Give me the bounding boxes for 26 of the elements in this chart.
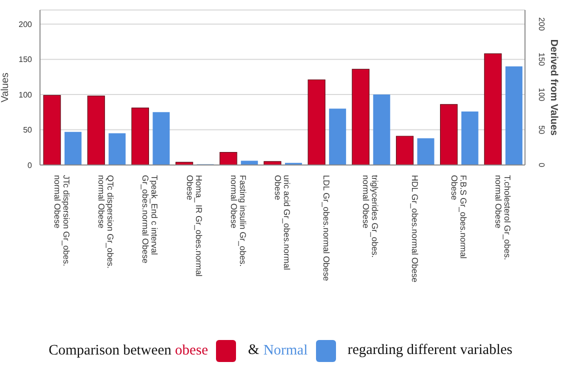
x-tick-label: Homa_ IR Gr_obes.normal Obese bbox=[184, 175, 204, 277]
x-tick-label: F.B.S Gr_obes.normal Obese bbox=[449, 175, 468, 259]
x-tick-label: LDL Gr_obes.normal Obese bbox=[322, 175, 332, 282]
y-tick-label: 0 bbox=[28, 160, 33, 170]
x-tick-label: Fasting insulin Gr_obes. normal Obese bbox=[228, 175, 248, 267]
y2-tick-label: 200 bbox=[537, 17, 546, 32]
y2-tick-label: 150 bbox=[537, 52, 546, 67]
legend-title: Comparison between bbox=[48, 342, 172, 358]
x-tick-label: uric acid Gr_obes.normal Obese bbox=[273, 175, 292, 270]
legend-label: Normal bbox=[263, 342, 308, 358]
y-tick-label: 200 bbox=[18, 20, 33, 29]
y2-tick-label: 50 bbox=[537, 125, 546, 135]
text: regarding different variables bbox=[348, 342, 512, 358]
y2-tick-label: 0 bbox=[537, 162, 546, 168]
x-tick-label: triglycerides Gr_obes. normal Obese bbox=[361, 175, 380, 258]
y-axis-title: Values bbox=[0, 72, 11, 102]
y-tick-label: 150 bbox=[18, 55, 33, 64]
y2-axis-title: Derived from Values bbox=[548, 39, 559, 136]
y-tick-label: 50 bbox=[23, 126, 33, 135]
x-tick-label: T.cholesterol Gr_obes. normal Obese bbox=[493, 175, 512, 260]
legend-label: obese bbox=[175, 342, 208, 358]
text: & bbox=[248, 342, 260, 358]
y-tick-label: 100 bbox=[18, 90, 33, 100]
y2-tick-label: 100 bbox=[537, 88, 546, 102]
x-tick-label: HDL Gr_obes.normal Obese bbox=[410, 175, 420, 283]
x-tick-label: JTc dispersion Gr_obes. normal Obese bbox=[52, 175, 72, 266]
